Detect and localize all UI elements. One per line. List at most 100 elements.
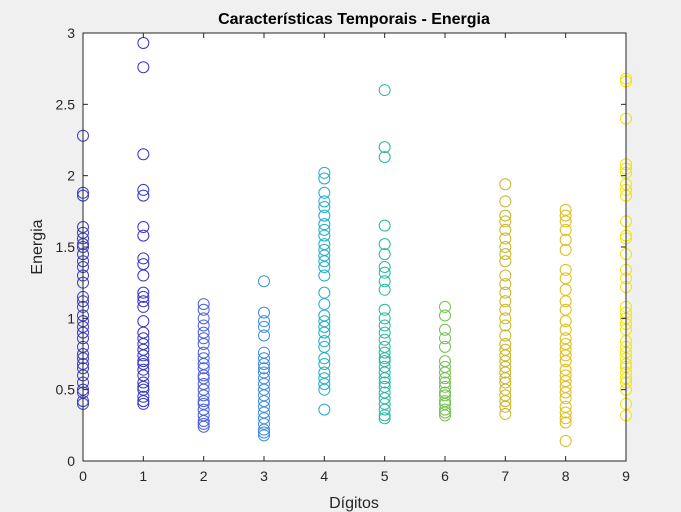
data-point bbox=[499, 303, 512, 316]
data-point bbox=[439, 409, 451, 422]
data-point bbox=[318, 260, 331, 273]
x-tick-label: 6 bbox=[441, 468, 449, 484]
data-point bbox=[499, 329, 512, 342]
data-point bbox=[258, 315, 270, 328]
data-point bbox=[378, 312, 391, 325]
x-tick-label: 0 bbox=[79, 468, 87, 484]
data-point bbox=[559, 392, 572, 405]
data-point bbox=[318, 195, 331, 208]
data-point bbox=[378, 238, 391, 251]
data-point bbox=[559, 355, 572, 368]
data-point bbox=[499, 248, 512, 261]
data-point bbox=[559, 323, 572, 336]
data-point bbox=[559, 209, 572, 222]
data-point bbox=[318, 403, 331, 416]
data-point bbox=[318, 352, 331, 365]
data-point bbox=[439, 366, 451, 379]
data-point bbox=[439, 332, 451, 345]
data-point bbox=[197, 369, 210, 382]
data-point bbox=[258, 362, 270, 375]
y-axis-label: Energia bbox=[29, 219, 46, 274]
data-point bbox=[499, 209, 512, 222]
data-point bbox=[137, 390, 150, 403]
data-point bbox=[197, 362, 210, 375]
data-point bbox=[378, 303, 391, 316]
data-point bbox=[137, 229, 150, 242]
y-tick-label: 2 bbox=[67, 168, 75, 184]
data-point bbox=[137, 61, 150, 74]
x-tick-label: 3 bbox=[260, 468, 268, 484]
data-point bbox=[378, 266, 391, 279]
data-point bbox=[137, 189, 150, 202]
data-point bbox=[258, 357, 270, 370]
data-point bbox=[499, 241, 512, 253]
data-point bbox=[559, 295, 572, 308]
data-point bbox=[318, 255, 331, 268]
y-tick-label: 1 bbox=[67, 310, 75, 326]
data-point bbox=[197, 395, 210, 408]
y-tick-label: 2.5 bbox=[56, 96, 76, 112]
data-point bbox=[318, 335, 331, 348]
data-point bbox=[378, 346, 391, 359]
data-point bbox=[378, 260, 391, 273]
data-point bbox=[499, 400, 512, 413]
data-point bbox=[318, 172, 331, 185]
data-point bbox=[318, 320, 331, 333]
x-tick-label: 9 bbox=[622, 468, 630, 484]
chart-title: Características Temporais - Energia bbox=[218, 11, 490, 28]
plot-area bbox=[83, 33, 626, 461]
data-point bbox=[499, 295, 512, 308]
data-point bbox=[318, 186, 331, 199]
data-point bbox=[499, 215, 512, 228]
data-point bbox=[559, 215, 572, 228]
data-point bbox=[559, 406, 572, 419]
data-point bbox=[318, 269, 331, 282]
data-point bbox=[378, 283, 391, 296]
data-point bbox=[439, 380, 451, 393]
data-point bbox=[378, 403, 391, 416]
data-point bbox=[318, 357, 331, 370]
x-tick-label: 7 bbox=[501, 468, 509, 484]
data-point bbox=[499, 232, 512, 245]
data-point bbox=[378, 376, 391, 389]
data-point bbox=[378, 151, 391, 164]
data-point bbox=[137, 269, 150, 282]
data-point bbox=[378, 333, 391, 346]
data-point bbox=[378, 366, 391, 379]
data-point bbox=[258, 426, 270, 439]
data-point bbox=[318, 166, 331, 179]
y-tick-label: 0 bbox=[67, 453, 75, 469]
data-point bbox=[378, 319, 391, 332]
data-point bbox=[439, 376, 451, 389]
data-point bbox=[137, 286, 150, 299]
data-point bbox=[559, 412, 572, 425]
data-point bbox=[439, 340, 451, 353]
data-point bbox=[137, 363, 150, 376]
data-point bbox=[318, 209, 331, 222]
data-point bbox=[318, 201, 331, 214]
data-point bbox=[378, 352, 391, 365]
data-point bbox=[499, 319, 512, 332]
x-axis-label: Dígitos bbox=[329, 495, 379, 512]
y-tick-label: 0.5 bbox=[56, 382, 76, 398]
data-point bbox=[258, 352, 270, 365]
data-point bbox=[258, 306, 270, 319]
data-point bbox=[318, 377, 331, 390]
data-point bbox=[499, 178, 512, 191]
data-point bbox=[559, 263, 572, 276]
data-point bbox=[378, 275, 391, 288]
data-point bbox=[137, 349, 150, 362]
data-point bbox=[378, 141, 391, 154]
data-point bbox=[258, 320, 270, 333]
data-point bbox=[439, 300, 451, 313]
data-point bbox=[499, 223, 512, 236]
data-point bbox=[197, 319, 210, 332]
data-point bbox=[439, 323, 451, 336]
data-point bbox=[137, 183, 150, 196]
data-point bbox=[559, 315, 572, 328]
data-point bbox=[559, 435, 572, 448]
data-point bbox=[378, 409, 391, 422]
data-point bbox=[258, 275, 270, 288]
data-point bbox=[559, 243, 572, 256]
